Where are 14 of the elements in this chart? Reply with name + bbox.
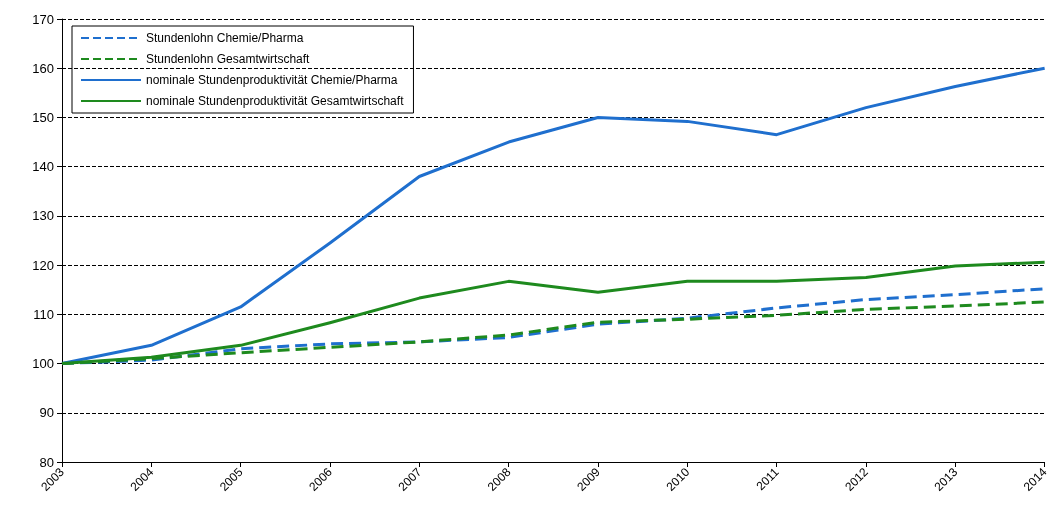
- y-tick-label: 90: [39, 405, 54, 421]
- y-tick-label: 80: [39, 454, 54, 470]
- legend-label: nominale Stundenproduktivität Gesamtwirtschaft: [146, 94, 405, 108]
- y-tick-label: 120: [32, 257, 54, 273]
- y-tick-label: 150: [32, 109, 54, 125]
- legend-label: Stundenlohn Chemie/Pharma: [146, 31, 304, 45]
- y-tick-label: 100: [32, 356, 54, 372]
- legend-label: nominale Stundenproduktivität Chemie/Pharma: [146, 73, 398, 87]
- legend-label: Stundenlohn Gesamtwirtschaft: [146, 52, 311, 66]
- y-tick-label: 140: [32, 159, 54, 175]
- y-tick-label: 130: [32, 208, 54, 224]
- y-tick-label: 170: [32, 11, 54, 27]
- y-tick-label: 110: [33, 306, 54, 322]
- y-tick-label: 160: [32, 60, 54, 76]
